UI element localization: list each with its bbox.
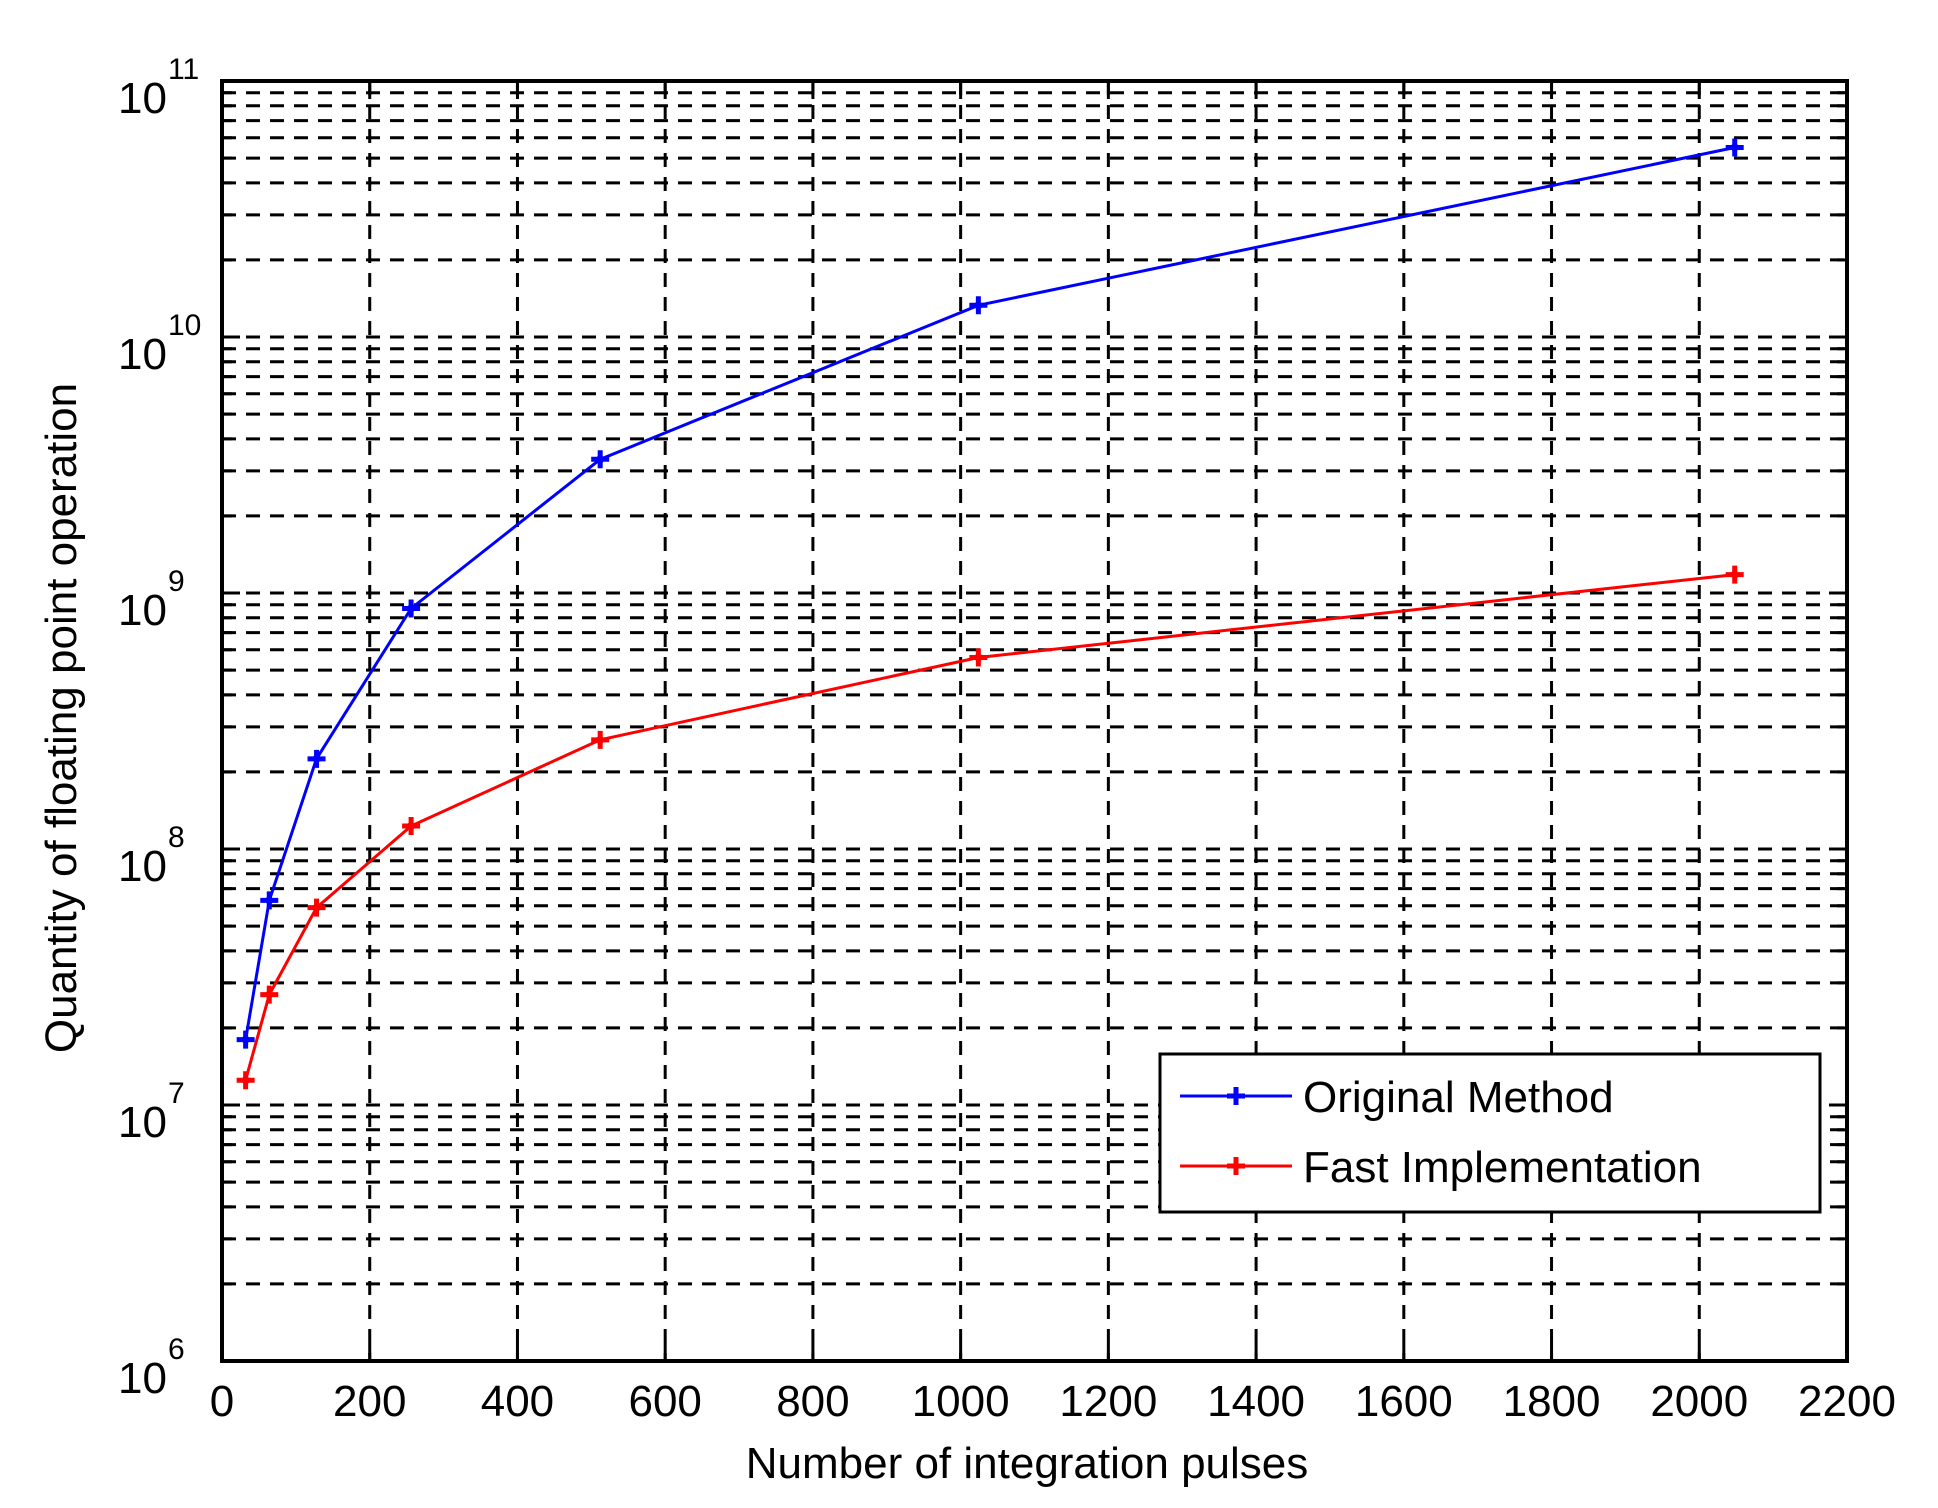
data-point-dot — [1730, 143, 1739, 152]
data-point-dot — [974, 301, 983, 310]
data-point-dot — [596, 455, 605, 464]
data-point-dot — [312, 903, 321, 912]
y-tick-label: 106 — [118, 1333, 185, 1403]
legend-plus-marker-red-icon — [1227, 1157, 1245, 1175]
data-point-dot — [312, 754, 321, 763]
axis-ticks — [220, 81, 1849, 1363]
x-tick-label: 600 — [628, 1377, 701, 1426]
data-point-dot — [407, 821, 416, 830]
y-tick-label-base: 10 — [118, 586, 167, 635]
y-tick-label: 108 — [118, 821, 185, 891]
data-point-dot — [241, 1035, 250, 1044]
x-tick-label: 0 — [210, 1377, 234, 1426]
data-point-dot — [241, 1076, 250, 1085]
y-tick-label-exponent: 6 — [168, 1333, 185, 1366]
legend-item-fast-implementation: Fast Implementation — [1180, 1143, 1702, 1192]
x-tick-label: 1200 — [1059, 1377, 1157, 1426]
x-tick-label: 1000 — [912, 1377, 1010, 1426]
data-point-dot — [265, 896, 274, 905]
x-axis-tick-labels: 0 200 400 600 800 1000 1200 1400 1600 1800 2000 220… — [210, 1377, 1896, 1426]
y-tick-label-exponent: 9 — [168, 565, 185, 598]
data-point-dot — [596, 735, 605, 744]
y-tick-label-base: 10 — [118, 842, 167, 891]
y-tick-label-base: 10 — [118, 1098, 167, 1147]
series-fast-implementation — [236, 565, 1744, 1090]
series-original-method — [236, 138, 1744, 1049]
x-tick-label: 1600 — [1355, 1377, 1453, 1426]
x-tick-label: 2000 — [1650, 1377, 1748, 1426]
y-tick-label-exponent: 7 — [168, 1077, 185, 1110]
data-point-dot — [265, 990, 274, 999]
legend-label-original-method: Original Method — [1303, 1073, 1614, 1122]
y-tick-label-exponent: 10 — [168, 309, 201, 342]
plot-area-frame — [220, 79, 1849, 1363]
y-tick-label: 109 — [118, 565, 185, 635]
x-tick-label: 1400 — [1207, 1377, 1305, 1426]
legend-label-fast-implementation: Fast Implementation — [1303, 1143, 1702, 1192]
x-tick-label: 1800 — [1503, 1377, 1601, 1426]
legend: Original Method Fast Implementation — [1158, 1052, 1822, 1214]
legend-item-original-method: Original Method — [1180, 1073, 1614, 1122]
series-layer — [236, 138, 1744, 1090]
legend-plus-marker-blue-icon — [1227, 1087, 1245, 1105]
y-tick-label-base: 10 — [118, 74, 167, 123]
y-tick-label-base: 10 — [118, 1354, 167, 1403]
y-tick-label-exponent: 11 — [168, 53, 199, 86]
legend-box — [1158, 1052, 1822, 1214]
y-tick-label: 107 — [118, 1077, 185, 1147]
x-tick-label: 400 — [481, 1377, 554, 1426]
x-tick-label: 200 — [333, 1377, 406, 1426]
data-point-dot — [407, 604, 416, 613]
y-tick-label-exponent: 8 — [168, 821, 185, 854]
y-axis-title: Quantity of floating point operation — [37, 383, 86, 1053]
x-axis-title: Number of integration pulses — [746, 1439, 1309, 1488]
data-point-dot — [1730, 570, 1739, 579]
x-tick-label: 2200 — [1798, 1377, 1896, 1426]
x-tick-label: 800 — [776, 1377, 849, 1426]
data-point-dot — [974, 653, 983, 662]
y-tick-label-base: 10 — [118, 330, 167, 379]
